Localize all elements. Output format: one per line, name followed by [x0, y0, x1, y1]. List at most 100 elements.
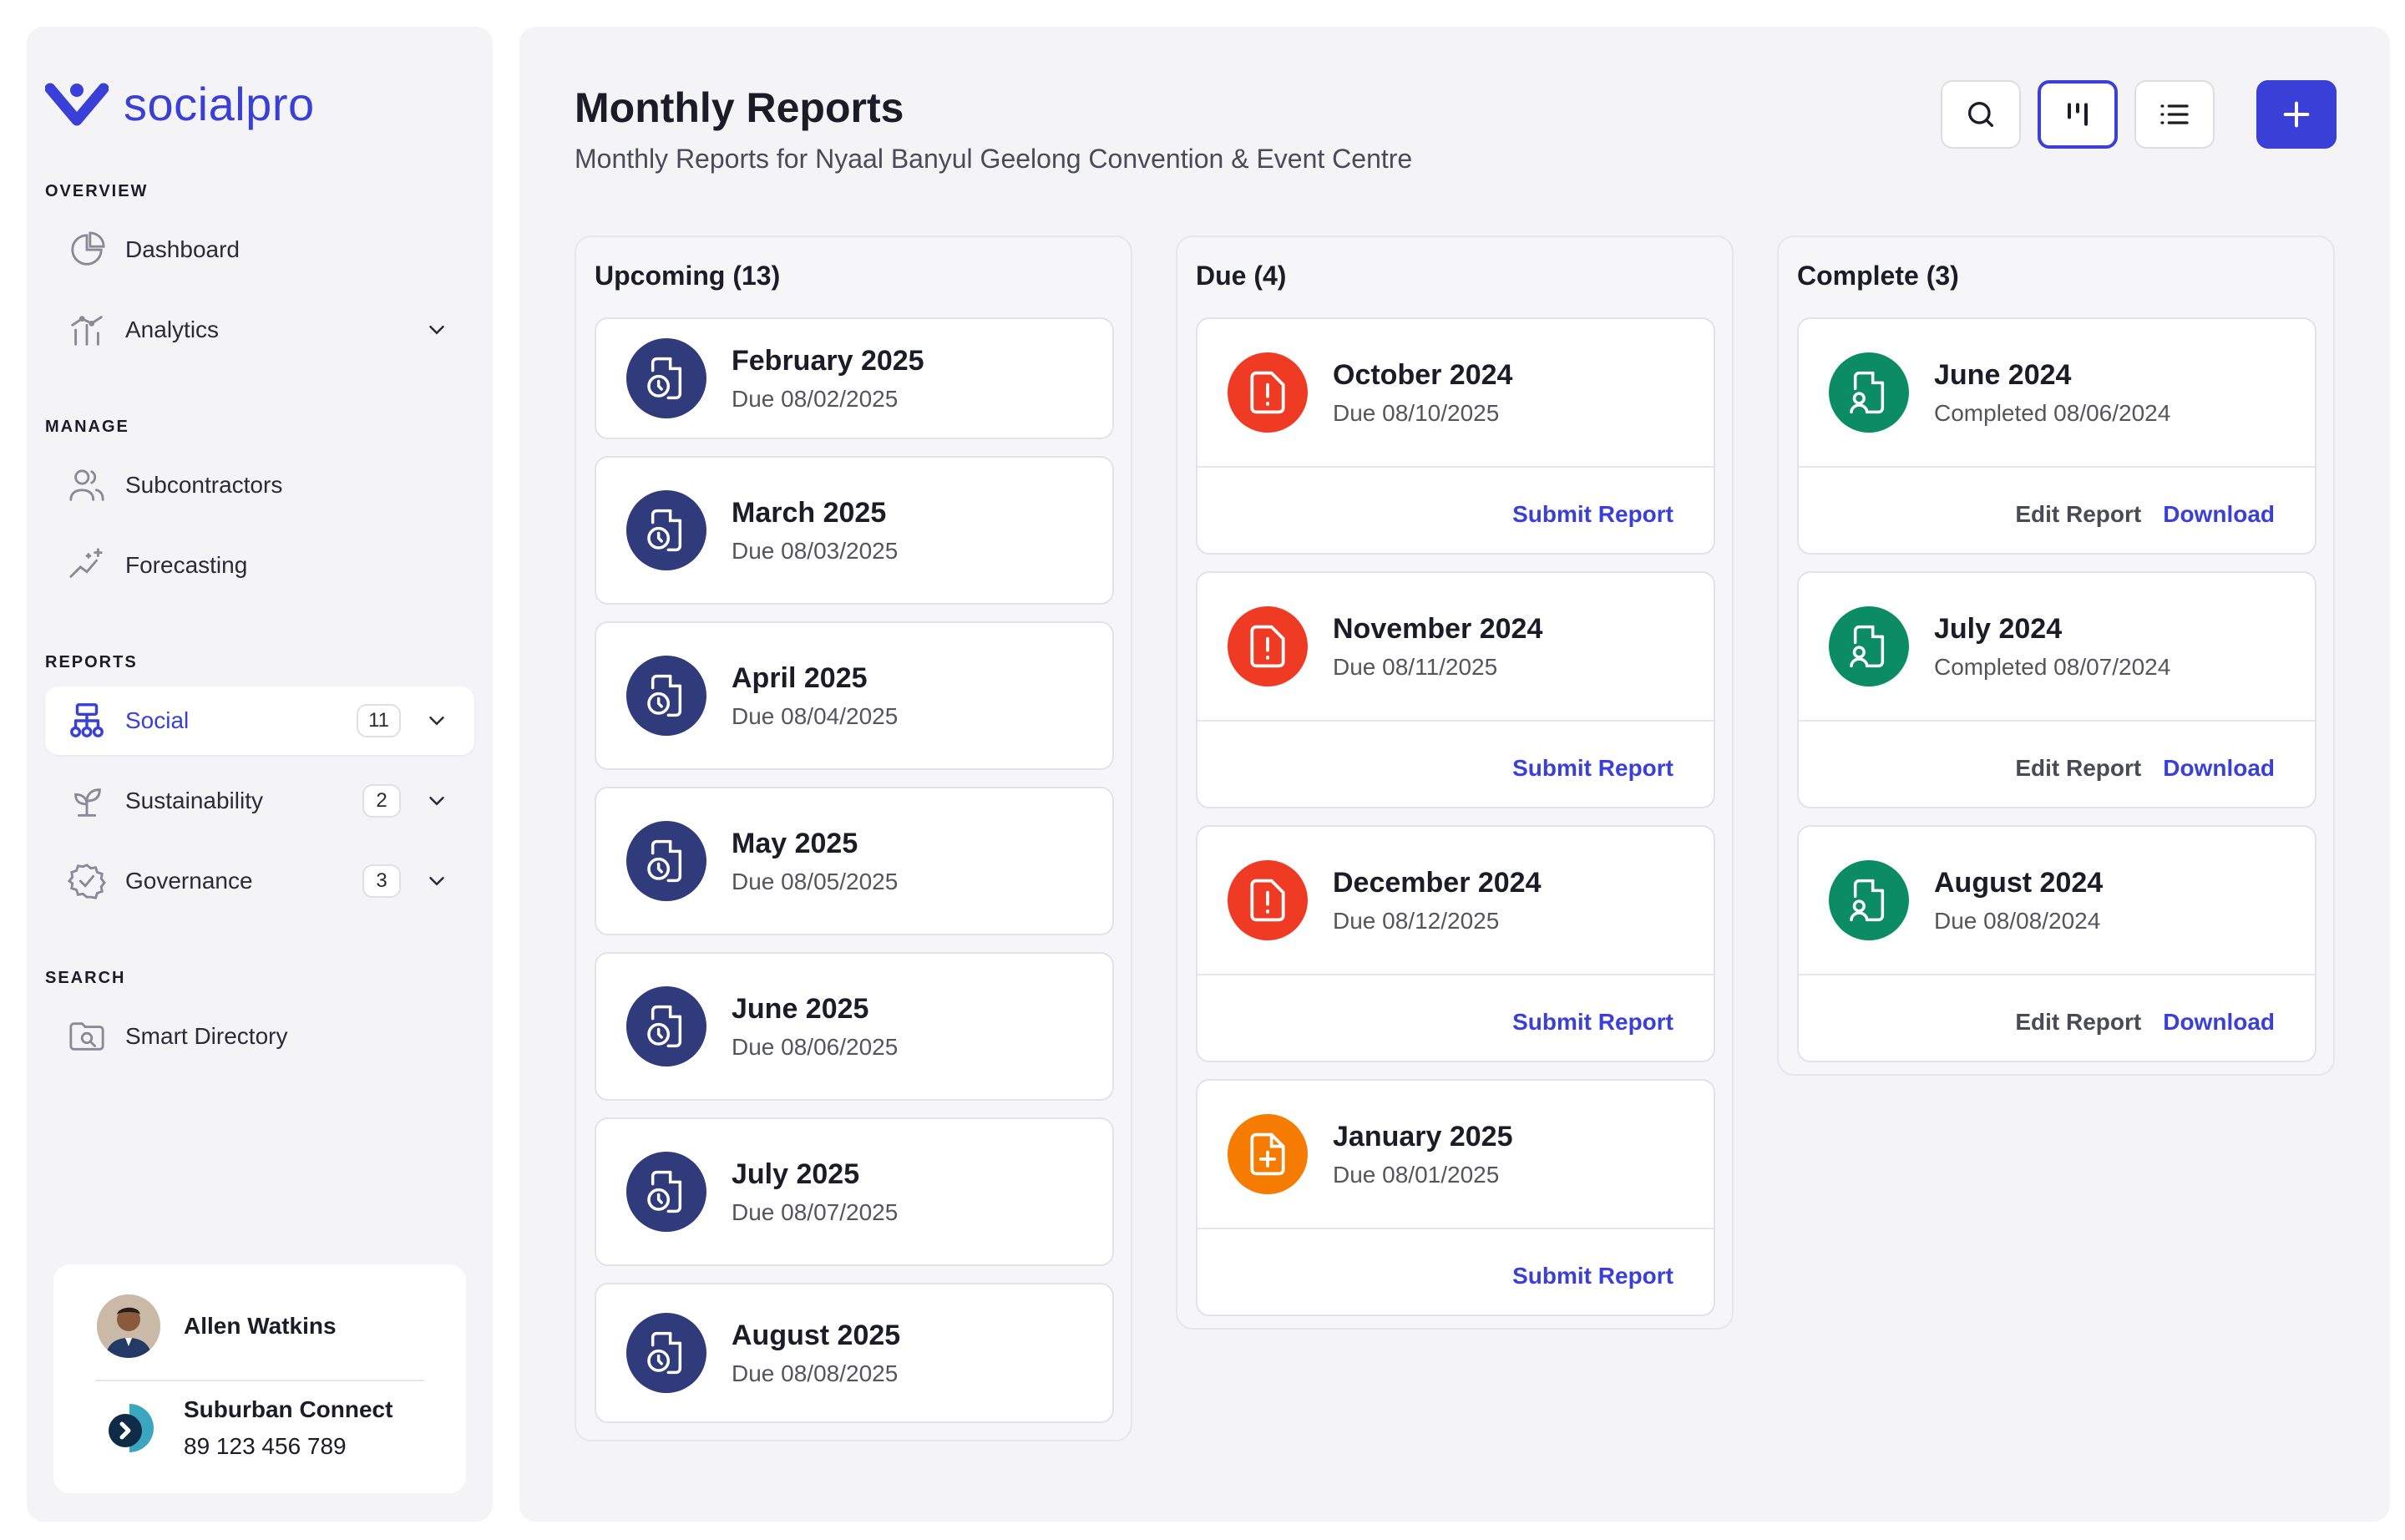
sidebar-item-label: Forecasting	[125, 552, 248, 578]
report-card-due[interactable]: January 2025 Due 08/01/2025 Submit Repor…	[1196, 1079, 1715, 1316]
card-title: October 2024	[1333, 358, 1513, 391]
card-title: February 2025	[732, 344, 924, 377]
chevron-down-icon[interactable]	[424, 317, 449, 342]
edit-report-button[interactable]: Edit Report	[2015, 1009, 2142, 1035]
card-due-date: Due 08/10/2025	[1333, 399, 1500, 426]
scheduled-report-icon	[626, 1313, 706, 1393]
overdue-report-icon	[1228, 606, 1308, 686]
sidebar-item-social[interactable]: Social 11	[45, 686, 474, 755]
list-view-button[interactable]	[2134, 80, 2215, 149]
submit-report-button[interactable]: Submit Report	[1512, 1009, 1673, 1035]
submit-report-button[interactable]: Submit Report	[1512, 1263, 1673, 1289]
board-view-button[interactable]	[2038, 80, 2118, 149]
report-card-upcoming[interactable]: August 2025 Due 08/08/2025	[595, 1283, 1114, 1423]
report-card-upcoming[interactable]: May 2025 Due 08/05/2025	[595, 787, 1114, 935]
report-card-upcoming[interactable]: June 2025 Due 08/06/2025	[595, 952, 1114, 1101]
sidebar-item-label: Subcontractors	[125, 472, 283, 498]
card-title: July 2024	[1934, 612, 2063, 645]
column-complete: Complete (3) June 2024 Completed 08/06/2…	[1777, 236, 2335, 1076]
report-card-complete[interactable]: August 2024 Due 08/08/2024 Edit Report D…	[1797, 825, 2316, 1062]
card-title: May 2025	[732, 827, 858, 859]
badge-check-icon	[67, 861, 107, 901]
overdue-report-icon	[1228, 352, 1308, 433]
hierarchy-icon	[67, 701, 107, 741]
sidebar-item-label: Social	[125, 707, 190, 733]
report-card-due[interactable]: December 2024 Due 08/12/2025 Submit Repo…	[1196, 825, 1715, 1062]
card-title: November 2024	[1333, 612, 1543, 645]
report-card-complete[interactable]: July 2024 Completed 08/07/2024 Edit Repo…	[1797, 571, 2316, 808]
card-due-date: Due 08/06/2025	[732, 1033, 899, 1060]
sidebar-item-label: Smart Directory	[125, 1023, 288, 1049]
card-title: December 2024	[1333, 866, 1542, 899]
divider	[1799, 466, 2315, 468]
card-title: July 2025	[732, 1158, 860, 1190]
user-card[interactable]: Allen Watkins Suburban Connect 89 123 45…	[53, 1264, 466, 1493]
user-name: Allen Watkins	[184, 1313, 337, 1339]
card-due-date: Due 08/08/2025	[732, 1360, 899, 1386]
sidebar-item-forecasting[interactable]: Forecasting	[45, 531, 474, 600]
card-title: April 2025	[732, 661, 868, 694]
report-card-due[interactable]: October 2024 Due 08/10/2025 Submit Repor…	[1196, 317, 1715, 555]
card-completed-date: Completed 08/06/2024	[1934, 399, 2171, 426]
folder-search-icon	[67, 1016, 107, 1056]
completed-report-icon	[1829, 352, 1909, 433]
download-button[interactable]: Download	[2163, 755, 2275, 781]
download-button[interactable]: Download	[2163, 501, 2275, 527]
sidebar-item-label: Governance	[125, 868, 253, 894]
scheduled-report-icon	[626, 656, 706, 736]
analytics-icon	[67, 310, 107, 350]
divider	[1197, 720, 1714, 722]
sidebar-item-label: Analytics	[125, 317, 220, 342]
sidebar-item-smart-directory[interactable]: Smart Directory	[45, 1002, 474, 1071]
download-button[interactable]: Download	[2163, 1009, 2275, 1035]
count-badge: 11	[357, 704, 401, 737]
add-report-icon	[1228, 1114, 1308, 1194]
sidebar-item-governance[interactable]: Governance 3	[45, 847, 474, 915]
card-due-date: Due 08/05/2025	[732, 868, 899, 894]
submit-report-button[interactable]: Submit Report	[1512, 501, 1673, 527]
divider	[1197, 466, 1714, 468]
organization-phone: 89 123 456 789	[184, 1433, 347, 1459]
chevron-down-icon[interactable]	[424, 869, 449, 894]
card-due-date: Due 08/03/2025	[732, 537, 899, 564]
card-title: August 2025	[732, 1319, 901, 1351]
sidebar-item-dashboard[interactable]: Dashboard	[45, 215, 474, 284]
report-card-complete[interactable]: June 2024 Completed 08/06/2024 Edit Repo…	[1797, 317, 2316, 555]
report-card-upcoming[interactable]: March 2025 Due 08/03/2025	[595, 456, 1114, 605]
page-title: Monthly Reports	[575, 84, 904, 131]
divider	[1197, 974, 1714, 975]
report-card-upcoming[interactable]: April 2025 Due 08/04/2025	[595, 621, 1114, 770]
divider	[95, 1380, 424, 1381]
report-card-due[interactable]: November 2024 Due 08/11/2025 Submit Repo…	[1196, 571, 1715, 808]
chevron-down-icon[interactable]	[424, 788, 449, 813]
count-badge: 3	[362, 864, 401, 898]
page-subtitle: Monthly Reports for Nyaal Banyul Geelong…	[575, 144, 1413, 174]
submit-report-button[interactable]: Submit Report	[1512, 755, 1673, 781]
card-due-date: Due 08/02/2025	[732, 385, 899, 412]
edit-report-button[interactable]: Edit Report	[2015, 755, 2142, 781]
completed-report-icon	[1829, 860, 1909, 940]
completed-report-icon	[1829, 606, 1909, 686]
avatar[interactable]	[97, 1294, 160, 1358]
report-card-upcoming[interactable]: July 2025 Due 08/07/2025	[595, 1117, 1114, 1266]
scheduled-report-icon	[626, 338, 706, 418]
report-card-upcoming[interactable]: February 2025 Due 08/02/2025	[595, 317, 1114, 439]
sidebar-item-analytics[interactable]: Analytics	[45, 296, 474, 364]
sidebar-item-sustainability[interactable]: Sustainability 2	[45, 767, 474, 835]
list-icon	[2160, 104, 2189, 124]
brand-logo[interactable]: socialpro	[45, 77, 315, 131]
sidebar-item-subcontractors[interactable]: Subcontractors	[45, 451, 474, 519]
scheduled-report-icon	[626, 821, 706, 901]
socialpro-logo-icon	[45, 83, 109, 125]
card-title: March 2025	[732, 496, 887, 529]
search-button[interactable]	[1941, 80, 2021, 149]
card-completed-date: Completed 08/07/2024	[1934, 653, 2171, 680]
scheduled-report-icon	[626, 986, 706, 1066]
pie-chart-icon	[67, 230, 107, 270]
column-title: Upcoming (13)	[595, 261, 781, 291]
edit-report-button[interactable]: Edit Report	[2015, 501, 2142, 527]
card-due-date: Due 08/07/2025	[732, 1198, 899, 1225]
count-badge: 2	[362, 784, 401, 818]
add-report-button[interactable]	[2256, 80, 2337, 149]
chevron-down-icon[interactable]	[424, 708, 449, 733]
